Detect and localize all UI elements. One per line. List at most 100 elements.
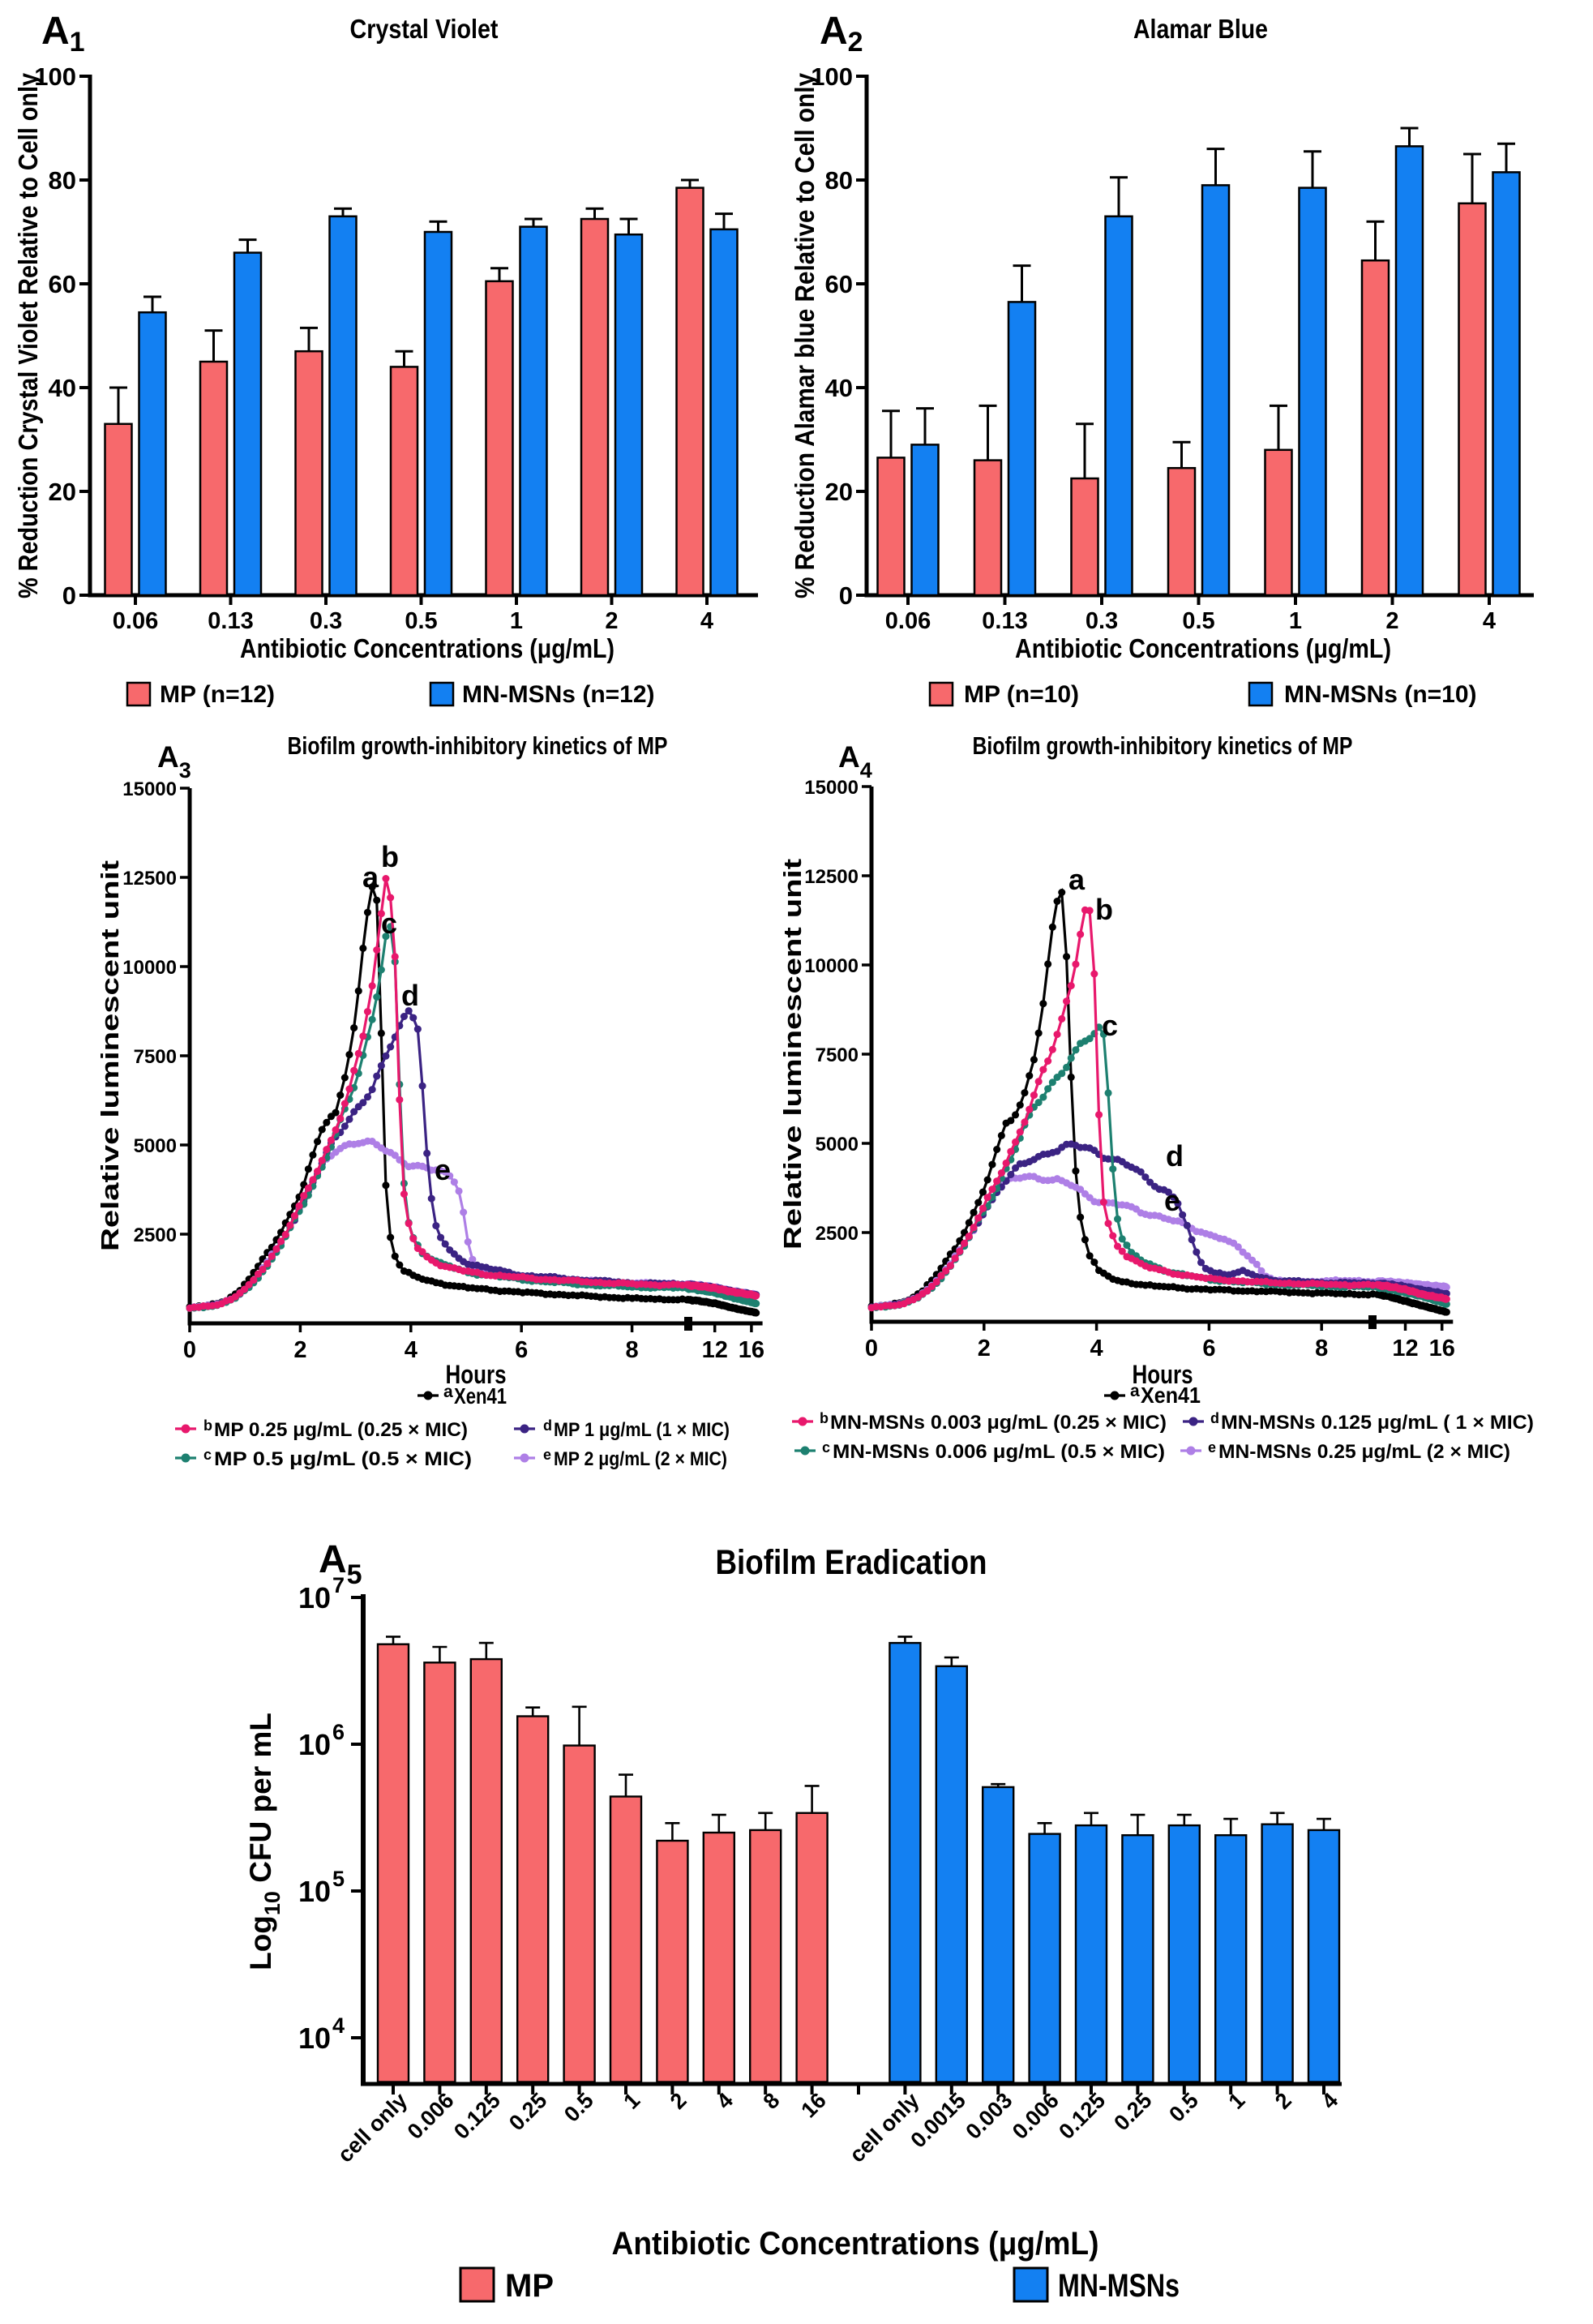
svg-text:d: d bbox=[1166, 1139, 1184, 1173]
svg-text:100: 100 bbox=[811, 62, 853, 91]
svg-text:Xen41: Xen41 bbox=[1141, 1383, 1201, 1408]
svg-text:b: b bbox=[1095, 893, 1113, 926]
svg-text:c: c bbox=[203, 1447, 212, 1463]
svg-text:A2: A2 bbox=[820, 10, 863, 58]
svg-text:10000: 10000 bbox=[122, 957, 177, 979]
svg-text:0.06: 0.06 bbox=[885, 608, 931, 634]
svg-text:MN-MSNs: MN-MSNs bbox=[1058, 2268, 1180, 2304]
svg-text:6: 6 bbox=[332, 1720, 345, 1744]
svg-text:0.13: 0.13 bbox=[208, 608, 253, 634]
svg-text:60: 60 bbox=[825, 270, 853, 298]
svg-text:80: 80 bbox=[49, 166, 76, 195]
svg-text:e: e bbox=[435, 1153, 451, 1186]
svg-text:0.3: 0.3 bbox=[310, 608, 342, 634]
svg-text:0: 0 bbox=[62, 581, 76, 610]
svg-text:40: 40 bbox=[49, 374, 76, 402]
svg-text:7500: 7500 bbox=[134, 1046, 177, 1068]
svg-text:2500: 2500 bbox=[816, 1223, 859, 1245]
svg-text:20: 20 bbox=[49, 478, 76, 506]
svg-text:10: 10 bbox=[298, 1728, 331, 1761]
svg-text:MP 1 μg/mL (1 × MIC): MP 1 μg/mL (1 × MIC) bbox=[554, 1419, 730, 1441]
svg-text:MN-MSNs 0.003 μg/mL (0.25 × MI: MN-MSNs 0.003 μg/mL (0.25 × MIC) bbox=[830, 1412, 1167, 1434]
svg-text:Biofilm growth-inhibitory kine: Biofilm growth-inhibitory kinetics of MP bbox=[973, 731, 1353, 760]
svg-text:10: 10 bbox=[298, 1581, 331, 1614]
svg-text:c: c bbox=[1102, 1009, 1118, 1042]
svg-text:20: 20 bbox=[825, 478, 853, 506]
svg-text:0.5: 0.5 bbox=[405, 608, 437, 634]
svg-text:Antibiotic Concentrations (μg/: Antibiotic Concentrations (μg/mL) bbox=[1015, 633, 1391, 663]
svg-text:Hours: Hours bbox=[1133, 1360, 1193, 1389]
svg-text:a: a bbox=[1130, 1382, 1140, 1400]
svg-text:MP 2 μg/mL (2 × MIC): MP 2 μg/mL (2 × MIC) bbox=[554, 1448, 727, 1470]
svg-text:15000: 15000 bbox=[122, 778, 177, 800]
svg-text:8: 8 bbox=[1315, 1336, 1328, 1361]
svg-text:15000: 15000 bbox=[804, 777, 859, 799]
svg-text:4: 4 bbox=[405, 1337, 418, 1363]
svg-text:4: 4 bbox=[700, 608, 713, 634]
svg-text:e: e bbox=[543, 1447, 551, 1463]
svg-text:% Reduction Crystal Violet Re: % Reduction Crystal Violet Relative to C… bbox=[13, 72, 43, 598]
svg-text:Biofilm Eradication: Biofilm Eradication bbox=[716, 1543, 987, 1582]
svg-text:4: 4 bbox=[1483, 608, 1496, 634]
svg-text:0.5: 0.5 bbox=[1182, 608, 1214, 634]
svg-text:8: 8 bbox=[626, 1337, 639, 1363]
svg-text:2: 2 bbox=[293, 1337, 306, 1363]
svg-text:Relative luminescent unit: Relative luminescent unit bbox=[96, 860, 124, 1251]
svg-text:0: 0 bbox=[839, 581, 853, 610]
svg-text:% Reduction Alamar blue Relat: % Reduction Alamar blue Relative to Cell… bbox=[790, 72, 820, 598]
svg-text:d: d bbox=[1210, 1410, 1219, 1426]
svg-text:Hours: Hours bbox=[446, 1360, 507, 1389]
svg-text:0: 0 bbox=[865, 1336, 878, 1361]
svg-text:5000: 5000 bbox=[134, 1135, 177, 1157]
svg-text:MP 0.25 μg/mL (0.25 × MIC): MP 0.25 μg/mL (0.25 × MIC) bbox=[214, 1419, 468, 1441]
svg-text:MP (n=10): MP (n=10) bbox=[964, 681, 1079, 708]
svg-text:7: 7 bbox=[332, 1573, 345, 1597]
svg-text:c: c bbox=[822, 1439, 830, 1456]
svg-text:2500: 2500 bbox=[134, 1224, 177, 1246]
svg-text:a: a bbox=[362, 860, 379, 894]
svg-text:100: 100 bbox=[34, 62, 76, 91]
svg-text:e: e bbox=[1208, 1439, 1216, 1456]
svg-text:0.06: 0.06 bbox=[113, 608, 158, 634]
svg-text:16: 16 bbox=[1429, 1336, 1455, 1361]
svg-text:e: e bbox=[1164, 1184, 1180, 1217]
svg-text:12: 12 bbox=[1392, 1336, 1418, 1361]
svg-text:0.3: 0.3 bbox=[1086, 608, 1118, 634]
svg-text:10000: 10000 bbox=[804, 955, 859, 977]
svg-text:2: 2 bbox=[1385, 608, 1398, 634]
svg-text:6: 6 bbox=[1202, 1336, 1215, 1361]
svg-text:MP 0.5 μg/mL (0.5 × MIC): MP 0.5 μg/mL (0.5 × MIC) bbox=[214, 1448, 472, 1470]
svg-text:10: 10 bbox=[298, 1875, 331, 1908]
svg-text:40: 40 bbox=[825, 374, 853, 402]
svg-text:Crystal Violet: Crystal Violet bbox=[350, 14, 499, 44]
svg-text:MN-MSNs (n=12): MN-MSNs (n=12) bbox=[462, 681, 655, 708]
svg-text:Relative luminescent unit: Relative luminescent unit bbox=[778, 859, 807, 1250]
svg-text:12: 12 bbox=[702, 1337, 728, 1363]
svg-text:12500: 12500 bbox=[122, 868, 177, 890]
svg-text:10: 10 bbox=[298, 2022, 331, 2055]
svg-text:4: 4 bbox=[332, 2013, 345, 2038]
svg-text:0.13: 0.13 bbox=[982, 608, 1027, 634]
svg-text:b: b bbox=[203, 1417, 212, 1434]
svg-text:MN-MSNs 0.25 μg/mL (2 × MIC): MN-MSNs 0.25 μg/mL (2 × MIC) bbox=[1218, 1441, 1510, 1463]
svg-text:a: a bbox=[443, 1383, 453, 1401]
svg-text:b: b bbox=[820, 1410, 829, 1426]
svg-text:6: 6 bbox=[515, 1337, 528, 1363]
svg-text:MN-MSNs (n=10): MN-MSNs (n=10) bbox=[1284, 681, 1477, 708]
svg-text:2: 2 bbox=[605, 608, 618, 634]
svg-text:16: 16 bbox=[739, 1337, 764, 1363]
svg-text:a: a bbox=[1068, 863, 1086, 896]
svg-text:12500: 12500 bbox=[804, 866, 859, 888]
svg-text:Antibiotic Concentrations (μg/: Antibiotic Concentrations (μg/mL) bbox=[612, 2226, 1099, 2262]
svg-text:c: c bbox=[381, 907, 397, 940]
svg-text:2: 2 bbox=[978, 1336, 991, 1361]
svg-text:Biofilm growth-inhibitory kine: Biofilm growth-inhibitory kinetics of MP bbox=[288, 731, 668, 760]
svg-text:1: 1 bbox=[510, 608, 523, 634]
svg-text:1: 1 bbox=[1289, 608, 1302, 634]
svg-text:b: b bbox=[381, 840, 399, 873]
svg-text:MP (n=12): MP (n=12) bbox=[160, 681, 275, 708]
svg-text:5: 5 bbox=[332, 1867, 345, 1891]
svg-text:60: 60 bbox=[49, 270, 76, 298]
svg-text:7500: 7500 bbox=[816, 1044, 859, 1066]
svg-text:Xen41: Xen41 bbox=[454, 1383, 507, 1409]
